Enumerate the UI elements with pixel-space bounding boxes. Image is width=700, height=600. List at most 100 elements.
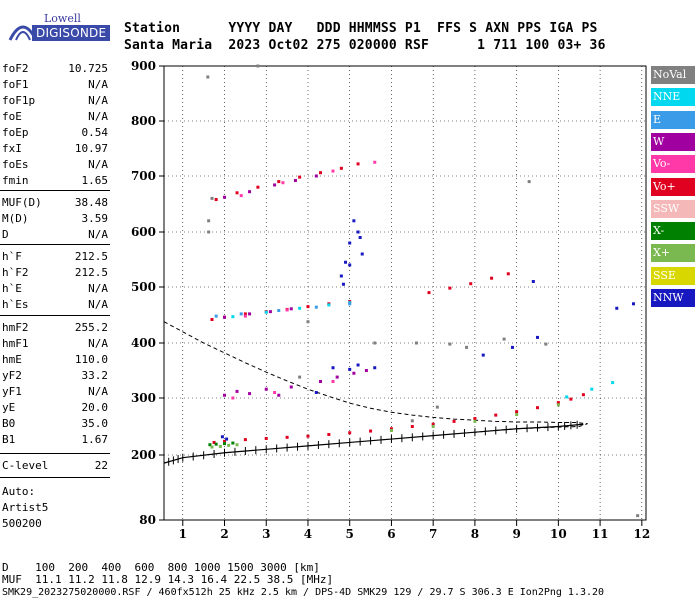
echo-point (256, 64, 260, 68)
legend-item-sse: SSE (651, 266, 695, 285)
param-key: foE (2, 110, 22, 123)
param-value: N/A (88, 158, 108, 171)
param-value: 33.2 (81, 369, 109, 382)
param-row: MUF(D) 38.48 (2, 196, 108, 212)
param-value: 255.2 (74, 321, 108, 334)
echo-point (314, 174, 318, 178)
echo-point (339, 274, 343, 278)
echo-point (636, 514, 640, 518)
echo-point (223, 195, 227, 199)
echo-point (210, 196, 214, 200)
echo-point (223, 442, 227, 446)
param-row: hmF1 N/A (2, 337, 108, 353)
echo-point (331, 380, 335, 383)
echo-point (352, 371, 356, 375)
echo-point (431, 422, 435, 426)
x-tick-label: 2 (220, 527, 228, 541)
echo-point (535, 335, 539, 339)
echo-point (335, 375, 339, 379)
echo-point (212, 440, 216, 444)
echo-point (556, 403, 560, 407)
echo-point (264, 387, 268, 391)
param-value: 1.67 (81, 433, 109, 446)
echo-point (410, 419, 414, 423)
echo-point (327, 303, 331, 307)
echo-point (389, 428, 393, 432)
echo-point (327, 432, 331, 436)
legend-item-x-: X+ (651, 244, 695, 263)
separator-line (0, 315, 110, 316)
param-value: N/A (88, 282, 108, 295)
param-row: M(D) 3.59 (2, 212, 108, 228)
legend-item-nnw: NNW (651, 289, 695, 307)
separator-line (0, 190, 110, 191)
echo-point (248, 312, 252, 316)
param-row: foF1p N/A (2, 94, 108, 110)
echo-point (427, 291, 431, 295)
legend-item-noval: NoVal (651, 66, 695, 84)
echo-point (207, 230, 211, 234)
param-key: h`E (2, 282, 22, 295)
param-value: 212.5 (74, 266, 108, 279)
auto-label: Auto: (2, 485, 36, 498)
echo-point (590, 387, 594, 391)
param-row: C-level 22 (2, 459, 108, 475)
x-tick-label: 8 (471, 527, 479, 541)
echo-point (289, 385, 293, 389)
y-tick-label: 500 (131, 280, 156, 294)
echo-point (515, 410, 519, 414)
legend-item-nne: NNE (651, 88, 695, 107)
echo-point (210, 445, 214, 449)
param-row: foEp 0.54 (2, 126, 108, 142)
echo-point (239, 194, 243, 198)
echo-point (465, 345, 469, 349)
echo-point (358, 236, 362, 239)
echo-point (306, 434, 310, 438)
legend-item-w: W (651, 132, 695, 151)
y-tick-label: 80 (139, 513, 156, 527)
echo-point (256, 185, 260, 189)
y-tick-label: 400 (131, 336, 156, 350)
echo-point (298, 375, 302, 379)
param-row: foE N/A (2, 110, 108, 126)
echo-point (631, 302, 635, 306)
echo-point (220, 435, 224, 439)
virtual-height-trace (163, 423, 584, 464)
echo-point (506, 272, 510, 276)
echo-point (494, 413, 498, 417)
echo-point (389, 427, 393, 431)
echo-point (285, 308, 289, 312)
param-key: yF1 (2, 385, 22, 398)
echo-point (490, 276, 494, 280)
echo-point (611, 381, 615, 385)
echo-point (544, 342, 548, 346)
echo-point (264, 436, 268, 440)
footer-distance-row: D 100 200 400 600 800 1000 1500 3000 [km… (2, 561, 320, 574)
echo-point (298, 306, 302, 310)
legend-item-vo-: Vo+ (651, 177, 695, 196)
echo-point (239, 312, 243, 316)
param-key: hmE (2, 353, 22, 366)
param-value: 3.59 (81, 212, 109, 225)
echo-point (210, 317, 214, 321)
param-value: N/A (88, 385, 108, 398)
param-value: N/A (88, 337, 108, 350)
param-row: foF2 10.725 (2, 62, 108, 78)
echo-point (318, 171, 322, 175)
param-key: fxI (2, 142, 22, 155)
echo-point (281, 181, 285, 185)
separator-line (0, 453, 110, 454)
param-row: h`F2 212.5 (2, 266, 108, 282)
y-tick-label: 600 (131, 225, 156, 239)
y-tick-label: 300 (131, 391, 156, 405)
footer-file-info: SMK29_2023275020000.RSF / 460fx512h 25 k… (2, 587, 605, 598)
x-tick-label: 5 (346, 527, 354, 541)
echo-point (214, 198, 218, 202)
echo-point (214, 314, 218, 318)
param-value: 35.0 (81, 417, 109, 430)
echo-point (531, 280, 535, 283)
echo-point (277, 393, 281, 397)
echo-point (268, 310, 272, 314)
param-row: h`Es N/A (2, 298, 108, 314)
param-key: h`Es (2, 298, 29, 311)
